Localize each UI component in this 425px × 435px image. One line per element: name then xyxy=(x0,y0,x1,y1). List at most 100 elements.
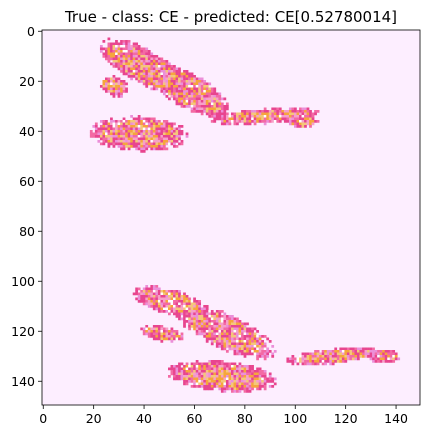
heatmap-cell xyxy=(178,95,181,98)
heatmap-cell xyxy=(157,80,161,83)
heatmap-cell xyxy=(223,375,227,378)
heatmap-cell xyxy=(220,362,224,366)
heatmap-cell xyxy=(110,132,113,136)
heatmap-cell xyxy=(258,350,262,353)
heatmap-cell xyxy=(94,135,98,138)
heatmap-cell xyxy=(198,110,202,113)
heatmap-cell xyxy=(140,125,144,128)
heatmap-cell xyxy=(165,297,169,301)
heatmap-cell xyxy=(147,72,151,76)
heatmap-cell xyxy=(281,115,285,118)
heatmap-cell xyxy=(160,80,164,83)
heatmap-cell xyxy=(99,135,103,138)
heatmap-cell xyxy=(210,100,214,103)
heatmap-cell xyxy=(180,140,184,143)
heatmap-cell xyxy=(183,382,186,386)
heatmap-cell xyxy=(220,120,224,123)
heatmap-cell xyxy=(210,315,214,318)
heatmap-cell xyxy=(122,137,126,141)
heatmap-cell xyxy=(112,135,116,138)
heatmap-cell xyxy=(218,335,222,338)
heatmap-cell xyxy=(140,77,144,81)
heatmap-cell xyxy=(213,120,217,123)
heatmap-cell xyxy=(188,367,191,371)
heatmap-cell xyxy=(140,67,144,71)
heatmap-cell xyxy=(162,65,166,68)
heatmap-cell xyxy=(346,347,350,351)
heatmap-cell xyxy=(137,147,141,151)
heatmap-cell xyxy=(258,115,262,118)
heatmap-cell xyxy=(311,360,315,363)
heatmap-cell xyxy=(122,50,126,53)
heatmap-cell xyxy=(306,357,310,361)
heatmap-cell xyxy=(152,307,156,311)
heatmap-cell xyxy=(188,327,191,331)
heatmap-cell xyxy=(243,325,247,328)
heatmap-cell xyxy=(387,357,391,361)
heatmap-cell xyxy=(160,337,164,341)
heatmap-cell xyxy=(231,340,234,343)
heatmap-cell xyxy=(142,72,146,76)
heatmap-cell xyxy=(102,127,106,131)
heatmap-cell xyxy=(210,342,214,346)
heatmap-cell xyxy=(261,350,265,353)
heatmap-cell xyxy=(183,380,186,383)
heatmap-cell xyxy=(193,95,196,98)
heatmap-cell xyxy=(248,377,252,381)
heatmap-cell xyxy=(215,115,219,118)
heatmap-cell xyxy=(251,372,254,376)
heatmap-cell xyxy=(155,300,159,303)
heatmap-cell xyxy=(256,345,259,348)
heatmap-cell xyxy=(173,82,176,86)
heatmap-cell xyxy=(185,102,189,106)
heatmap-cell xyxy=(110,87,113,91)
heatmap-cell xyxy=(251,387,254,391)
heatmap-cell xyxy=(142,287,146,291)
heatmap-cell xyxy=(299,115,302,118)
heatmap-cell xyxy=(120,130,123,133)
heatmap-cell xyxy=(173,135,176,138)
heatmap-cell xyxy=(150,297,154,301)
heatmap-cell xyxy=(316,110,320,113)
heatmap-cell xyxy=(248,120,252,123)
heatmap-cell xyxy=(122,122,126,126)
heatmap-cell xyxy=(286,112,290,116)
heatmap-cell xyxy=(220,382,224,386)
heatmap-cell xyxy=(112,137,116,141)
heatmap-cell xyxy=(256,117,259,121)
heatmap-cell xyxy=(329,355,333,358)
heatmap-cell xyxy=(210,382,214,386)
heatmap-cell xyxy=(225,315,229,318)
heatmap-cell xyxy=(261,340,265,343)
heatmap-cell xyxy=(162,337,166,341)
heatmap-cell xyxy=(195,370,199,373)
heatmap-cell xyxy=(173,297,176,301)
heatmap-cell xyxy=(135,297,139,301)
heatmap-cell xyxy=(185,317,189,321)
heatmap-cell xyxy=(168,125,171,128)
heatmap-cell xyxy=(165,132,169,136)
heatmap-cell xyxy=(231,115,234,118)
heatmap-cell xyxy=(142,62,146,66)
heatmap-cell xyxy=(165,147,169,151)
heatmap-cell xyxy=(231,362,234,366)
heatmap-cell xyxy=(203,95,207,98)
heatmap-cell xyxy=(170,135,174,138)
heatmap-cell xyxy=(152,80,156,83)
heatmap-cell xyxy=(137,130,141,133)
heatmap-cell xyxy=(354,350,358,353)
heatmap-cell xyxy=(178,127,181,131)
heatmap-cell xyxy=(162,77,166,81)
heatmap-cell xyxy=(236,115,239,118)
heatmap-cell xyxy=(155,87,159,91)
heatmap-cell xyxy=(387,360,391,363)
heatmap-cell xyxy=(314,352,317,356)
heatmap-cell xyxy=(107,82,111,86)
heatmap-cell xyxy=(392,352,396,356)
heatmap-cell xyxy=(198,385,202,388)
heatmap-cell xyxy=(142,75,146,78)
heatmap-cell xyxy=(183,87,186,91)
heatmap-cell xyxy=(263,372,267,376)
heatmap-cell xyxy=(233,387,237,391)
heatmap-cell xyxy=(256,352,259,356)
